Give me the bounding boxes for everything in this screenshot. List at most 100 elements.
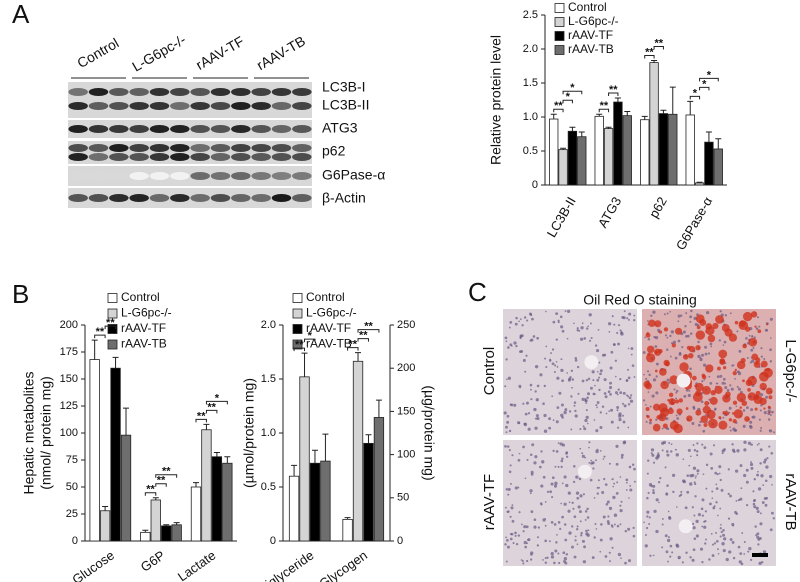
blot-band xyxy=(231,172,251,180)
nucleus xyxy=(657,452,660,455)
nucleus xyxy=(669,544,673,548)
lipid-droplet xyxy=(652,403,661,411)
vessel xyxy=(676,373,691,388)
nucleus xyxy=(627,347,630,350)
nucleus xyxy=(702,429,706,433)
nucleus xyxy=(758,442,760,445)
nucleus xyxy=(689,455,692,458)
nucleus xyxy=(667,510,670,513)
nucleus xyxy=(701,514,704,517)
nucleus xyxy=(646,515,649,518)
nucleus xyxy=(651,394,655,398)
nucleus xyxy=(757,470,759,473)
nucleus xyxy=(764,458,768,462)
nucleus xyxy=(631,364,635,367)
nucleus xyxy=(518,320,520,323)
nucleus xyxy=(530,510,534,514)
bar xyxy=(190,486,202,542)
nucleus xyxy=(514,322,518,326)
nucleus xyxy=(620,332,623,335)
nucleus xyxy=(625,478,629,482)
nucleus xyxy=(548,426,552,430)
nucleus xyxy=(655,456,659,460)
group-label: Control xyxy=(74,35,121,71)
nucleus xyxy=(704,542,707,545)
y-tick-label: 0 xyxy=(72,535,78,547)
lipid-droplet xyxy=(652,423,661,432)
nucleus xyxy=(575,475,579,479)
nucleus xyxy=(717,552,720,555)
nucleus xyxy=(652,491,656,495)
blot-band xyxy=(109,194,129,202)
vessel xyxy=(584,355,599,370)
nucleus xyxy=(618,418,622,422)
lipid-droplet xyxy=(695,330,706,340)
nucleus xyxy=(669,555,672,558)
lipid-droplet xyxy=(755,362,759,365)
nucleus xyxy=(736,385,739,388)
lipid-droplet xyxy=(668,392,674,398)
nucleus xyxy=(715,487,719,490)
nucleus xyxy=(642,399,646,402)
nucleus xyxy=(723,537,727,541)
blot-band xyxy=(210,172,231,180)
blot-band xyxy=(210,194,231,202)
significance-label: ** xyxy=(645,46,654,58)
nucleus xyxy=(709,342,713,346)
nucleus xyxy=(510,532,514,536)
nucleus xyxy=(652,489,655,492)
lipid-droplet xyxy=(715,315,724,324)
nucleus xyxy=(719,374,723,378)
nucleus xyxy=(540,450,543,453)
nucleus xyxy=(769,317,773,321)
nucleus xyxy=(552,449,555,453)
nucleus xyxy=(549,490,552,494)
nucleus xyxy=(583,427,587,431)
nucleus xyxy=(555,420,559,424)
nucleus xyxy=(589,322,592,325)
nucleus xyxy=(645,420,648,423)
nucleus xyxy=(728,406,732,410)
nucleus xyxy=(575,491,580,495)
nucleus xyxy=(532,335,536,338)
nucleus xyxy=(581,379,585,383)
lipid-droplet xyxy=(765,387,773,395)
nucleus xyxy=(674,448,677,451)
nucleus xyxy=(750,408,754,412)
nucleus xyxy=(627,403,631,406)
nucleus xyxy=(595,459,597,462)
blot-band xyxy=(251,88,271,96)
significance-bracket xyxy=(598,108,610,113)
nucleus xyxy=(683,394,687,398)
nucleus xyxy=(769,474,773,479)
blot-band xyxy=(231,125,251,133)
nucleus xyxy=(561,457,564,460)
blot-band xyxy=(190,88,210,96)
nucleus xyxy=(727,492,730,496)
blot-band xyxy=(88,88,109,96)
lipid-droplet xyxy=(719,359,726,366)
lipid-droplet xyxy=(742,311,753,322)
band-label: LC3B-I xyxy=(322,79,366,95)
nucleus xyxy=(614,359,617,362)
nucleus xyxy=(699,420,702,424)
nucleus xyxy=(695,534,699,538)
nucleus xyxy=(666,538,671,543)
nucleus xyxy=(569,376,572,379)
lipid-droplet xyxy=(722,365,727,370)
lipid-droplet xyxy=(671,398,674,401)
significance-label: * xyxy=(308,330,313,342)
error-bar xyxy=(224,456,231,464)
nucleus xyxy=(573,555,577,559)
significance-label: ** xyxy=(554,100,563,112)
blot-band xyxy=(190,153,210,161)
nucleus xyxy=(566,372,569,374)
nucleus xyxy=(702,363,707,367)
nucleus xyxy=(536,544,540,547)
error-bar xyxy=(112,356,119,369)
nucleus xyxy=(527,427,531,431)
error-bar xyxy=(102,505,109,511)
nucleus xyxy=(531,443,535,447)
nucleus xyxy=(646,496,649,500)
nucleus xyxy=(749,462,754,467)
